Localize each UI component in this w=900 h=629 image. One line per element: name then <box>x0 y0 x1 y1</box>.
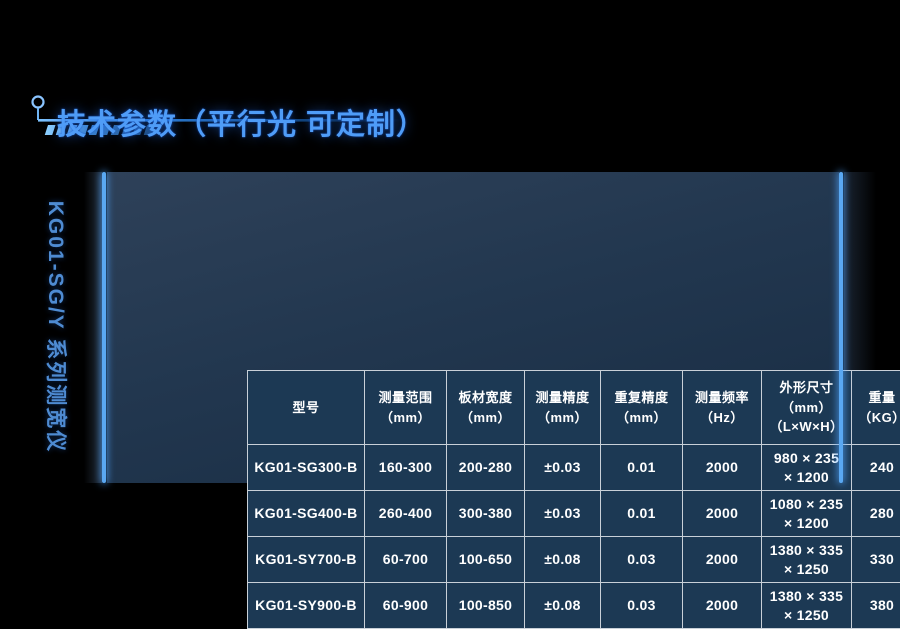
value-cell: ±0.03 <box>525 445 601 491</box>
left-accent-line <box>102 172 106 483</box>
value-cell: 260-400 <box>365 491 447 537</box>
column-header: 外形尺寸 （mm） （L×W×H） <box>762 371 852 445</box>
right-accent-line <box>839 172 843 483</box>
page-title: 技术参数（平行光 可定制） <box>57 101 426 143</box>
value-cell: 0.01 <box>601 491 683 537</box>
value-cell: 160-300 <box>365 445 447 491</box>
column-header: 测量范围 （mm） <box>365 371 447 445</box>
value-cell: 380 <box>852 583 900 629</box>
value-cell: 200-280 <box>447 445 525 491</box>
slide: 技术参数（平行光 可定制） KG01-SG/Y 系列测宽仪 型号测量范围 （mm… <box>0 0 900 600</box>
decoration-circle-icon <box>33 97 44 108</box>
value-cell: 100-650 <box>447 537 525 583</box>
value-cell: 2000 <box>683 583 762 629</box>
column-header: 测量频率 （Hz） <box>683 371 762 445</box>
value-cell: 330 <box>852 537 900 583</box>
value-cell: 1080 × 235 × 1200 <box>762 491 852 537</box>
table-header-row: 型号测量范围 （mm）板材宽度 （mm）测量精度 （mm）重复精度 （mm）测量… <box>248 371 900 445</box>
value-cell: 60-700 <box>365 537 447 583</box>
value-cell: 240 <box>852 445 900 491</box>
value-cell: ±0.08 <box>525 537 601 583</box>
model-cell: KG01-SG400-B <box>248 491 365 537</box>
column-header: 型号 <box>248 371 365 445</box>
model-cell: KG01-SG300-B <box>248 445 365 491</box>
column-header: 重量 （KG） <box>852 371 900 445</box>
value-cell: 300-380 <box>447 491 525 537</box>
value-cell: 980 × 235 × 1200 <box>762 445 852 491</box>
spec-table: 型号测量范围 （mm）板材宽度 （mm）测量精度 （mm）重复精度 （mm）测量… <box>247 370 900 629</box>
model-cell: KG01-SY900-B <box>248 583 365 629</box>
series-vertical-label: KG01-SG/Y 系列测宽仪 <box>42 201 72 454</box>
value-cell: 2000 <box>683 537 762 583</box>
value-cell: 2000 <box>683 445 762 491</box>
value-cell: 60-900 <box>365 583 447 629</box>
column-header: 重复精度 （mm） <box>601 371 683 445</box>
value-cell: ±0.08 <box>525 583 601 629</box>
value-cell: 280 <box>852 491 900 537</box>
value-cell: 1380 × 335 × 1250 <box>762 537 852 583</box>
column-header: 板材宽度 （mm） <box>447 371 525 445</box>
value-cell: 0.01 <box>601 445 683 491</box>
value-cell: 0.03 <box>601 583 683 629</box>
value-cell: 2000 <box>683 491 762 537</box>
value-cell: 100-850 <box>447 583 525 629</box>
value-cell: 1380 × 335 × 1250 <box>762 583 852 629</box>
value-cell: 0.03 <box>601 537 683 583</box>
spec-panel: 型号测量范围 （mm）板材宽度 （mm）测量精度 （mm）重复精度 （mm）测量… <box>107 172 839 483</box>
model-cell: KG01-SY700-B <box>248 537 365 583</box>
left-edge-shade <box>84 172 102 483</box>
value-cell: ±0.03 <box>525 491 601 537</box>
column-header: 测量精度 （mm） <box>525 371 601 445</box>
